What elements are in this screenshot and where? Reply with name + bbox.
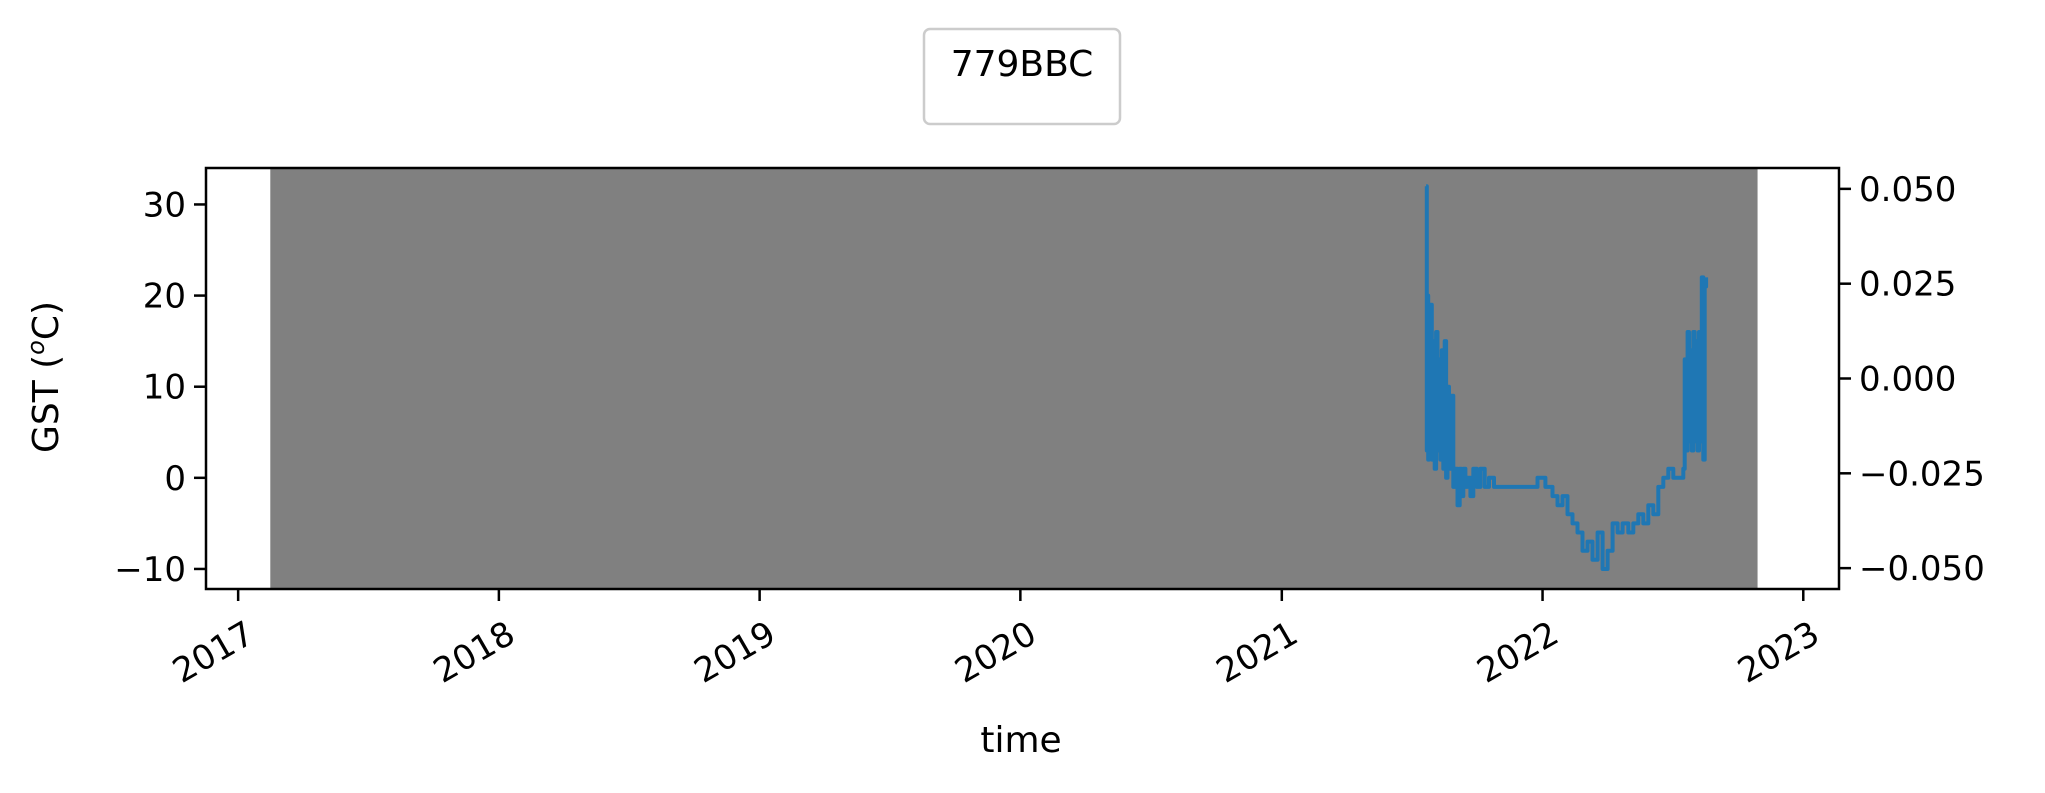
y-tick-label: 0 bbox=[164, 459, 186, 499]
y2-tick-label: 0.025 bbox=[1859, 265, 1956, 305]
shaded-region bbox=[270, 168, 1758, 589]
x-axis-label: time bbox=[980, 720, 1061, 761]
series-line bbox=[1424, 184, 1709, 571]
x-tick-label: 2017 bbox=[166, 614, 261, 692]
shaded-region-layer bbox=[270, 168, 1758, 589]
y-tick-label: 20 bbox=[143, 277, 186, 317]
y2-tick-label: 0.050 bbox=[1859, 170, 1956, 210]
x-tick-label: 2019 bbox=[688, 614, 783, 692]
y-tick-label: 30 bbox=[143, 185, 186, 225]
y2-tick-label: −0.050 bbox=[1859, 549, 1985, 589]
y2-tick-label: −0.025 bbox=[1859, 454, 1985, 494]
legend-box bbox=[922, 27, 1122, 126]
x-tick-label: 2021 bbox=[1210, 614, 1305, 692]
y-axis-label-after: C) bbox=[26, 301, 67, 340]
x-tick-label: 2020 bbox=[948, 614, 1043, 692]
x-tick-label: 2022 bbox=[1471, 614, 1566, 692]
series-layer bbox=[1424, 184, 1709, 571]
y-axis-left: −10 0 10 20 30 bbox=[114, 185, 206, 590]
legend: 779BBC bbox=[922, 27, 1122, 126]
y2-tick-label: 0.000 bbox=[1859, 360, 1956, 400]
legend-entry: 779BBC bbox=[951, 44, 1094, 85]
x-tick-label: 2023 bbox=[1731, 614, 1826, 692]
y-axis-right: −0.050 −0.025 0.000 0.025 0.050 bbox=[1839, 170, 1985, 589]
y-tick-label: 10 bbox=[143, 368, 186, 408]
x-axis: 2017 2018 2019 2020 2021 2022 2023 bbox=[166, 589, 1826, 692]
y-axis-label-superscript: o bbox=[22, 340, 50, 355]
y-axis-label-before: GST ( bbox=[26, 355, 67, 453]
y-axis-label: GST (oC) bbox=[22, 301, 67, 453]
x-tick-label: 2018 bbox=[427, 614, 522, 692]
y-tick-label: −10 bbox=[114, 550, 186, 590]
